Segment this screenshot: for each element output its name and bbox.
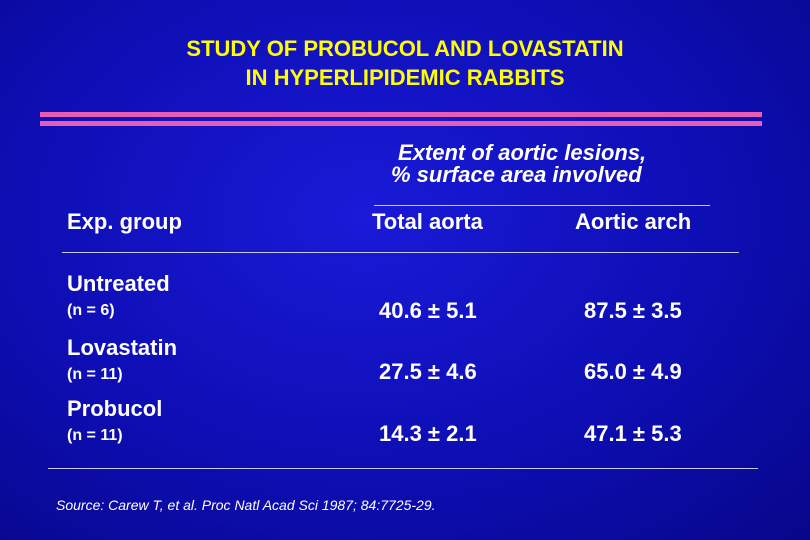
row-lovastatin-name: Lovastatin <box>67 335 178 360</box>
row-probucol-n: (n = 11) <box>67 427 123 444</box>
header-rule <box>62 252 739 253</box>
group-header-line-2: % surface area involved <box>391 162 642 187</box>
accent-bar-top <box>40 112 762 117</box>
group-header-rule <box>374 205 710 206</box>
source-citation: Source: Carew T, et al. Proc Natl Acad S… <box>56 497 436 513</box>
slide-title-line-1: STUDY OF PROBUCOL AND LOVASTATIN <box>186 36 624 61</box>
column-header-aortic-arch: Aortic arch <box>575 209 692 234</box>
column-header-total-aorta: Total aorta <box>372 209 483 234</box>
group-header-line-1: Extent of aortic lesions, <box>398 140 647 165</box>
row-probucol-aortic-arch: 47.1 ± 5.3 <box>584 421 682 446</box>
row-untreated-n: (n = 6) <box>67 302 115 319</box>
row-lovastatin-n: (n = 11) <box>67 366 123 383</box>
accent-bar-bottom <box>40 121 762 126</box>
row-probucol-name: Probucol <box>67 396 163 421</box>
row-lovastatin-total-aorta: 27.5 ± 4.6 <box>379 359 477 384</box>
row-lovastatin-aortic-arch: 65.0 ± 4.9 <box>584 359 682 384</box>
column-header-exp-group: Exp. group <box>67 209 182 234</box>
slide-title-line-2: IN HYPERLIPIDEMIC RABBITS <box>245 65 565 90</box>
row-untreated-aortic-arch: 87.5 ± 3.5 <box>584 298 682 323</box>
row-probucol-total-aorta: 14.3 ± 2.1 <box>379 421 477 446</box>
row-untreated-total-aorta: 40.6 ± 5.1 <box>379 298 477 323</box>
footer-rule <box>48 468 758 469</box>
row-untreated-name: Untreated <box>67 271 170 296</box>
